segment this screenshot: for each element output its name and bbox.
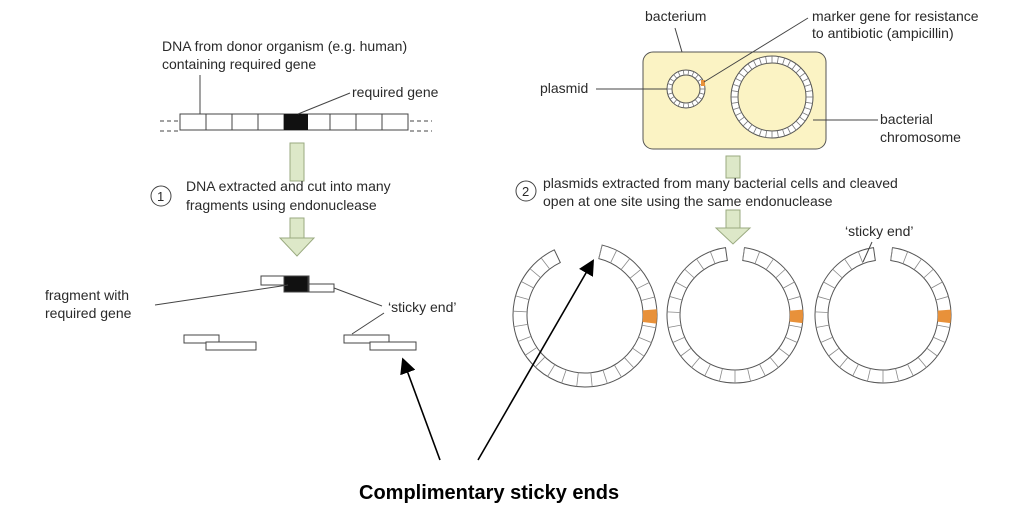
open-plasmid-2 <box>666 247 804 384</box>
open-plasmid-1 <box>512 244 658 388</box>
fragment-label-2: required gene <box>45 305 132 321</box>
dna-fragment-left <box>183 334 257 351</box>
chromosome-label: bacterial <box>880 111 933 127</box>
process-arrow-2 <box>714 155 752 245</box>
donor-dna-label: DNA from donor organism (e.g. human) <box>162 38 407 54</box>
plasmid-label: plasmid <box>540 80 588 96</box>
sticky-end-label-left: ‘sticky end’ <box>388 299 456 315</box>
donor-dna-strand <box>160 113 432 132</box>
open-plasmid-3 <box>814 247 952 384</box>
bacterial-chromosome <box>730 55 814 139</box>
step-1-text-2: fragments using endonuclease <box>186 197 377 213</box>
step-2-text: plasmids extracted from many bacterial c… <box>543 175 898 191</box>
chromosome-label-2: chromosome <box>880 129 961 145</box>
bacterium-label: bacterium <box>645 8 706 24</box>
required-gene-block <box>284 114 308 130</box>
open-plasmid-marker-3 <box>937 309 951 324</box>
caption: Complimentary sticky ends <box>359 482 619 504</box>
marker-gene-label: marker gene for resistance <box>812 8 979 24</box>
fragment-leader <box>154 284 289 306</box>
bacterium-leader <box>674 27 683 53</box>
caption-arrow-right <box>477 259 594 461</box>
sticky-end-leader-left <box>333 287 383 307</box>
fragment-label: fragment with <box>45 287 129 303</box>
donor-dna-label-2: containing required gene <box>162 56 316 72</box>
required-gene-label: required gene <box>352 84 439 100</box>
step-2-text-2: open at one site using the same endonucl… <box>543 193 833 209</box>
sticky-end-leader-right <box>862 241 873 263</box>
sticky-end-leader-left-2 <box>351 312 385 335</box>
process-arrow-1 <box>278 142 316 257</box>
open-plasmid-marker-1 <box>642 309 657 324</box>
step-2-marker: 2 <box>515 180 537 202</box>
sticky-end-label-right: ‘sticky end’ <box>845 223 913 239</box>
gene-fragment <box>260 275 335 293</box>
plasmid-ring <box>666 69 706 109</box>
marker-gene <box>701 80 705 86</box>
step-1-text: DNA extracted and cut into many <box>186 178 391 194</box>
open-plasmid-marker-2 <box>789 309 803 324</box>
required-gene-leader <box>297 92 351 115</box>
marker-gene-label-2: to antibiotic (ampicillin) <box>812 25 954 41</box>
svg-text:1: 1 <box>157 189 164 204</box>
step-1-marker: 1 <box>150 185 172 207</box>
svg-text:2: 2 <box>522 184 529 199</box>
dna-fragment-right <box>343 334 417 351</box>
marker-gene-leader <box>703 17 809 83</box>
caption-arrow-left <box>400 357 441 461</box>
